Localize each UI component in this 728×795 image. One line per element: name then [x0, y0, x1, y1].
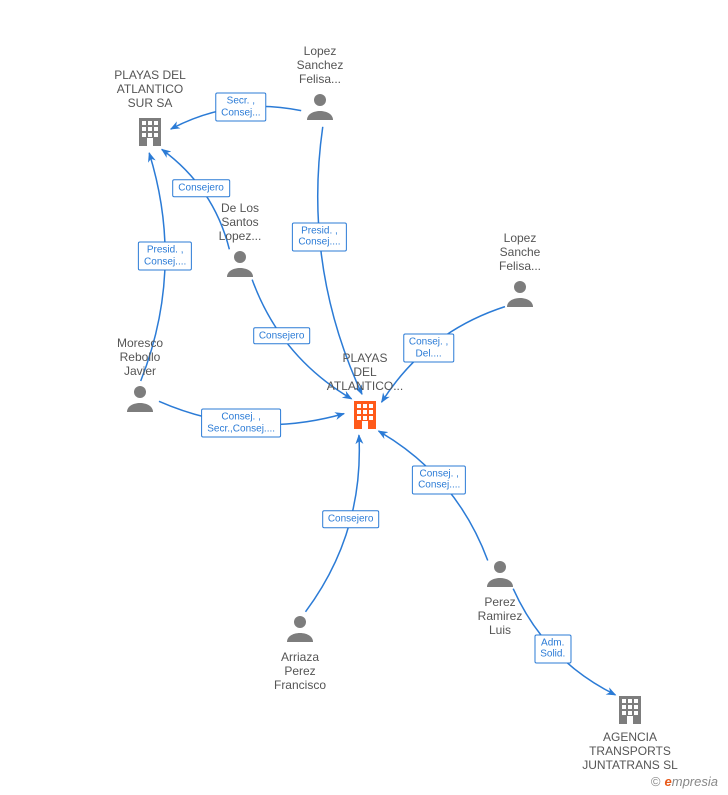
watermark-text: mpresia — [672, 774, 718, 789]
node-label: Arriaza Perez Francisco — [245, 651, 355, 692]
person-icon — [487, 561, 513, 587]
node-label: PLAYAS DEL ATLANTICO... — [310, 352, 420, 393]
building-icon — [139, 118, 161, 146]
edge-label: Consejero — [253, 327, 311, 345]
node-label: Lopez Sanche Felisa... — [465, 232, 575, 273]
edge-label: Consej. , Consej.... — [412, 465, 466, 494]
person-icon — [307, 94, 333, 120]
diagram-canvas — [0, 0, 728, 795]
person-icon — [227, 251, 253, 277]
edge-label: Adm. Solid. — [534, 634, 571, 663]
node-label: De Los Santos Lopez... — [185, 202, 295, 243]
node-label: Moresco Rebollo Javier — [85, 337, 195, 378]
node-label: Lopez Sanchez Felisa... — [265, 45, 375, 86]
building-icon — [619, 696, 641, 724]
edge — [379, 431, 488, 560]
node-label: Perez Ramirez Luis — [445, 596, 555, 637]
edge-label: Secr. , Consej... — [215, 93, 266, 122]
person-icon — [287, 616, 313, 642]
building-icon — [354, 401, 376, 429]
person-icon — [507, 281, 533, 307]
edge-label: Presid. , Consej.... — [138, 242, 192, 271]
copyright-symbol: © — [651, 774, 661, 789]
node-label: PLAYAS DEL ATLANTICO SUR SA — [95, 69, 205, 110]
edge-label: Consejero — [322, 511, 380, 529]
watermark-accent: e — [665, 774, 672, 789]
node-label: AGENCIA TRANSPORTS JUNTATRANS SL — [575, 731, 685, 772]
edge-label: Consejero — [172, 180, 230, 198]
edge-label: Consej. , Secr.,Consej.... — [201, 409, 281, 438]
edge-label: Presid. , Consej.... — [292, 222, 346, 251]
person-icon — [127, 386, 153, 412]
watermark: © empresia — [651, 774, 718, 789]
